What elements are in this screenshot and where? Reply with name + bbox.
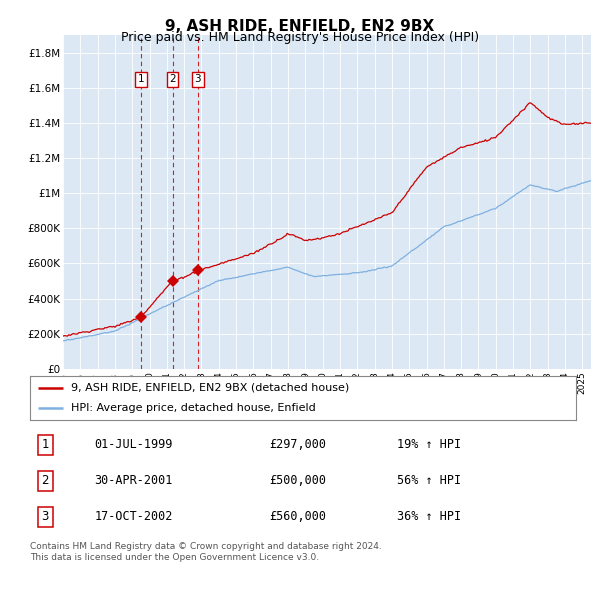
- Text: 3: 3: [194, 74, 201, 84]
- Text: 2: 2: [169, 74, 176, 84]
- Text: 1: 1: [41, 438, 49, 451]
- Text: 01-JUL-1999: 01-JUL-1999: [95, 438, 173, 451]
- Text: 17-OCT-2002: 17-OCT-2002: [95, 510, 173, 523]
- Text: 36% ↑ HPI: 36% ↑ HPI: [397, 510, 461, 523]
- Text: 9, ASH RIDE, ENFIELD, EN2 9BX (detached house): 9, ASH RIDE, ENFIELD, EN2 9BX (detached …: [71, 383, 349, 393]
- Text: 1: 1: [137, 74, 144, 84]
- Text: £297,000: £297,000: [269, 438, 326, 451]
- Text: Price paid vs. HM Land Registry's House Price Index (HPI): Price paid vs. HM Land Registry's House …: [121, 31, 479, 44]
- Text: 3: 3: [41, 510, 49, 523]
- Text: HPI: Average price, detached house, Enfield: HPI: Average price, detached house, Enfi…: [71, 403, 316, 413]
- Text: This data is licensed under the Open Government Licence v3.0.: This data is licensed under the Open Gov…: [30, 553, 319, 562]
- Text: 19% ↑ HPI: 19% ↑ HPI: [397, 438, 461, 451]
- Text: 56% ↑ HPI: 56% ↑ HPI: [397, 474, 461, 487]
- Text: 9, ASH RIDE, ENFIELD, EN2 9BX: 9, ASH RIDE, ENFIELD, EN2 9BX: [166, 19, 434, 34]
- Text: £560,000: £560,000: [269, 510, 326, 523]
- Text: 2: 2: [41, 474, 49, 487]
- Text: 30-APR-2001: 30-APR-2001: [95, 474, 173, 487]
- Text: £500,000: £500,000: [269, 474, 326, 487]
- Text: Contains HM Land Registry data © Crown copyright and database right 2024.: Contains HM Land Registry data © Crown c…: [30, 542, 382, 550]
